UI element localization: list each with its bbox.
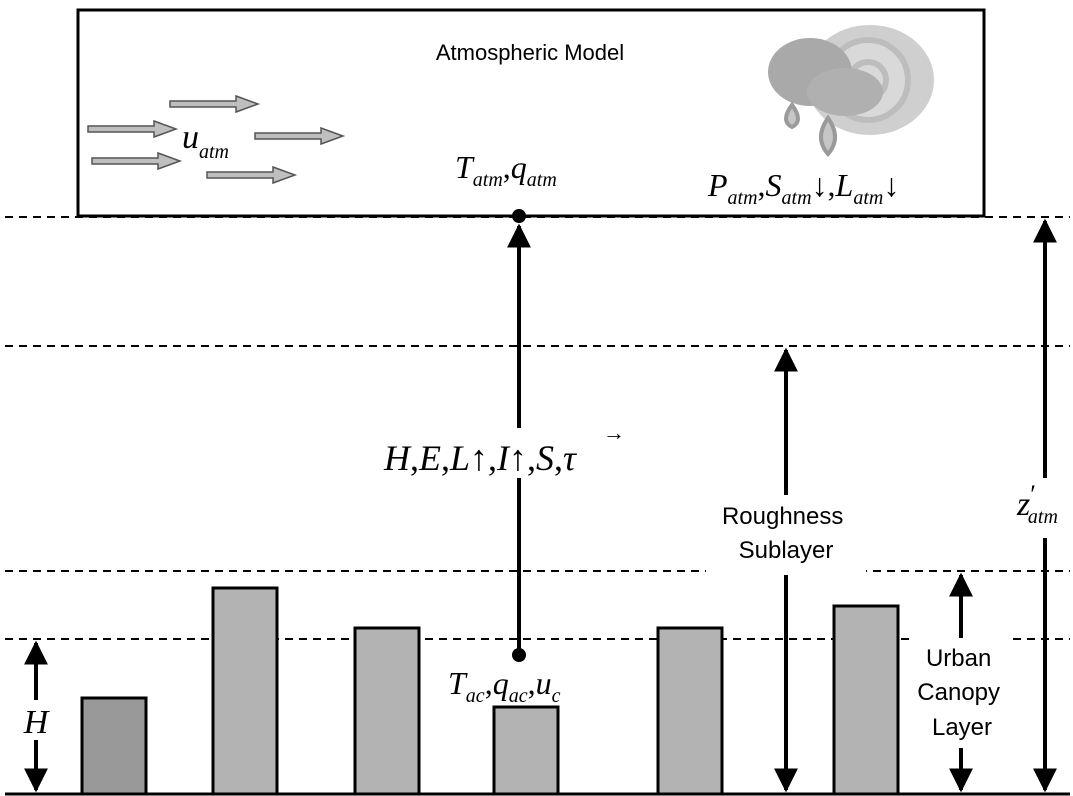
wind-arrow-icon [206,165,298,185]
building [80,696,148,796]
height-label: H [23,704,51,741]
wind-arrows [87,94,346,185]
wind-label: uatm [182,119,229,163]
roughness-label-background [706,495,866,575]
wind-arrow-icon [87,119,179,139]
vector-arrow-mark: → [603,420,625,445]
atmosphere-temp-humidity: Tatm,qatm [455,149,557,191]
roughness-sublayer-label: Roughness Sublayer [722,503,850,564]
flux-label: H,E,L↑,I↑,S,τ [383,438,577,478]
canopy-variables: Tac,qac,uc [448,665,561,707]
canopy-node [512,648,526,662]
rain-cloud-sun-icon [768,25,934,158]
building [492,705,560,796]
reference-height-label: z′ atm [1016,480,1058,528]
urban-label-background [912,638,1012,748]
building [353,626,421,796]
atmosphere-forcing: Patm,Satm↓,Latm↓ [707,167,899,209]
atmosphere-node [512,209,526,223]
reference-height-label-background [1010,478,1073,538]
atmospheric-model-title: Atmospheric Model [436,40,624,65]
wind-arrow-icon [254,126,346,146]
building [832,604,900,796]
wind-arrow-icon [169,94,261,114]
flux-label-background [380,428,680,478]
wind-arrow-icon [91,151,183,171]
building [211,586,279,796]
building [656,626,724,796]
height-label-background [14,700,58,740]
urban-canopy-label: Urban Canopy Layer [917,645,1006,741]
